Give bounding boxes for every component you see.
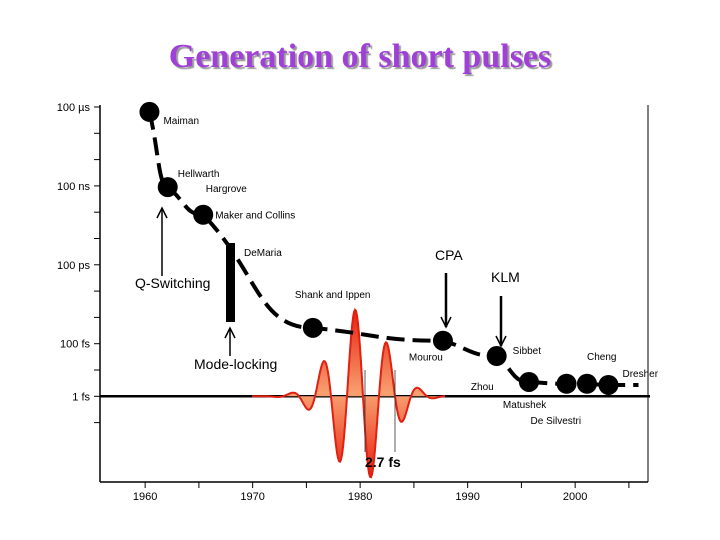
x-tick-label: 1980 — [348, 491, 372, 503]
trend-line — [147, 111, 639, 387]
x-tick-label: 1960 — [133, 491, 157, 503]
annotation-label: CPA — [435, 247, 463, 263]
y-tick-label: 100 fs — [60, 339, 90, 351]
pulse-waveform — [252, 307, 446, 479]
point-label: Sibbet — [513, 346, 542, 357]
data-point — [302, 317, 323, 338]
data-point — [157, 177, 178, 198]
annotation-label: KLM — [491, 269, 520, 285]
mode-locking-arrow-head — [224, 326, 236, 339]
q-switching-arrow-head — [156, 206, 168, 219]
annotation-label: Q-Switching — [135, 275, 210, 291]
point-label: Hargrove — [206, 184, 248, 195]
page-title: Generation of short pulses — [168, 38, 552, 75]
annotation-label: DeMaria — [244, 248, 282, 259]
point-label: Zhou — [471, 382, 494, 393]
annotation-label: Mode-locking — [194, 356, 277, 372]
x-tick-label: 1970 — [240, 491, 264, 503]
point-label: Shank and Ippen — [295, 290, 371, 301]
x-tick-label: 1990 — [455, 491, 479, 503]
point-label: Maker and Collins — [215, 211, 295, 222]
data-point — [193, 204, 214, 225]
klm-arrow-head — [495, 335, 507, 348]
data-point — [576, 373, 597, 394]
y-tick-label: 100 ns — [57, 181, 91, 193]
y-tick-label: 1 fs — [72, 391, 90, 403]
point-label: Cheng — [587, 352, 616, 363]
point-label: Mourou — [409, 353, 443, 364]
point-label: Matushek — [503, 400, 547, 411]
point-label: Hellwarth — [178, 169, 220, 180]
point-label: Dresher — [622, 369, 658, 380]
data-point — [598, 374, 619, 395]
point-label: Maiman — [163, 116, 199, 127]
data-point — [139, 101, 160, 122]
pulse-duration-label: 2.7 fs — [365, 454, 401, 470]
point-label: De Silvestri — [531, 416, 582, 427]
pulse-fill — [252, 309, 445, 478]
data-point — [432, 330, 453, 351]
mode-locking-bar — [226, 243, 235, 322]
y-tick-label: 100 ps — [57, 260, 91, 272]
x-tick-label: 2000 — [563, 491, 587, 503]
y-tick-label: 100 µs — [57, 102, 91, 114]
data-point — [518, 371, 539, 392]
data-point — [556, 373, 577, 394]
data-point — [486, 346, 507, 367]
cpa-arrow-head — [440, 316, 452, 329]
